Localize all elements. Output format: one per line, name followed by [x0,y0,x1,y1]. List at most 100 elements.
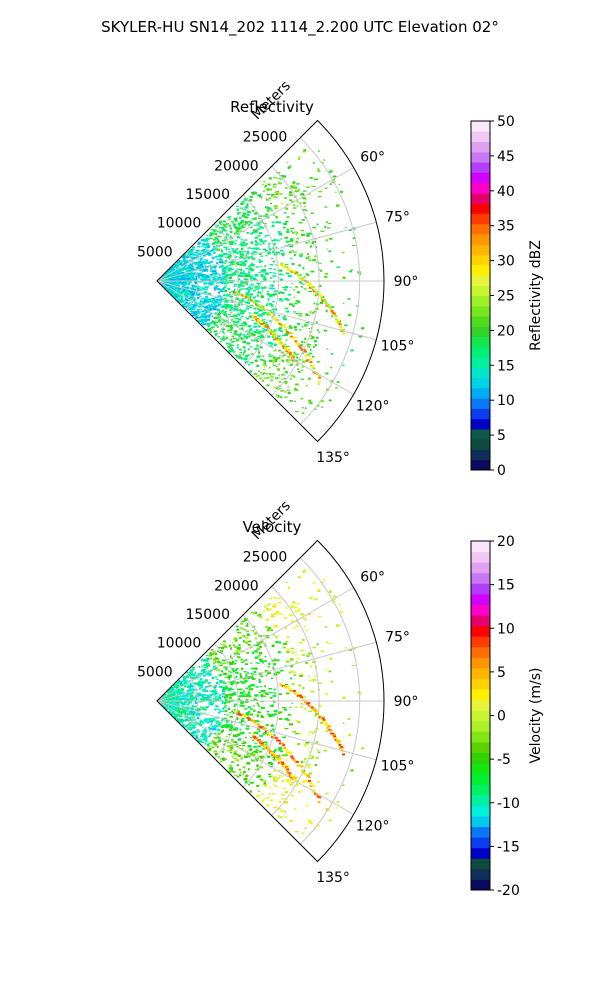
radar-gate [195,683,197,685]
radar-gate [293,674,296,676]
radar-gate [216,728,221,731]
radar-gate [205,266,209,268]
radar-gate [197,708,201,711]
radar-streak-gate [237,293,241,296]
radar-gate [233,708,236,711]
radar-gate [227,287,231,290]
colorbar-segment [471,357,490,368]
radar-gate [232,741,236,743]
radar-gate [195,266,200,269]
radar-gate [247,644,251,646]
radar-gate [236,236,239,239]
radar-gate [231,250,235,253]
radar-gate [202,738,206,740]
radar-gate [214,708,217,711]
radar-gate [245,337,249,340]
radar-gate [167,689,170,692]
radar-gate [246,693,250,696]
radar-gate [232,321,236,323]
radar-gate [296,620,299,623]
radar-gate [286,389,291,391]
radar-gate [211,717,215,720]
radar-gate [278,328,281,332]
radar-gate [284,382,288,385]
radar-gate [202,254,206,257]
radar-gate [270,342,274,345]
radar-gate [190,689,194,692]
radar-gate [215,279,220,282]
radar-gate [196,314,198,316]
radar-gate [199,278,203,280]
radar-gate [214,236,217,239]
radar-gate [269,355,274,357]
radar-gate [231,344,234,346]
radar-gate [258,750,263,753]
radar-gate [229,694,234,697]
radar-gate [308,352,312,355]
radar-gate [193,303,198,305]
radar-gate [230,263,234,266]
radar-gate [323,159,325,162]
radar-gate [309,177,313,179]
radar-streak-gate [243,295,247,298]
radar-gate [269,697,273,699]
radar-gate [235,339,238,342]
radar-gate [287,166,290,169]
radar-gate [209,284,213,286]
radar-gate [229,235,232,238]
radar-gate [253,251,257,254]
radar-gate [246,275,250,278]
radar-gate [236,251,239,255]
radar-gate [185,267,189,270]
radar-gate [231,318,234,320]
radar-gate [272,183,277,186]
radar-gate [243,351,246,353]
radar-gate [288,165,292,168]
radar-gate [172,687,175,690]
radar-gate [173,276,176,279]
radar-gate [294,353,299,356]
radar-gate [254,237,258,239]
radar-gate [247,291,251,293]
radar-gate [244,297,248,299]
radar-gate [182,303,185,306]
radar-streak-gate [304,354,308,357]
radar-gate [232,301,234,303]
radar-gate [242,212,247,215]
radar-gate [231,264,235,266]
radar-gate [285,332,290,334]
radar-gate [339,190,344,194]
radar-gate [324,225,327,229]
radar-gate [209,270,214,273]
radar-gate [269,202,273,204]
radar-gate [208,300,212,303]
radar-gate [215,302,220,304]
radar-gate [301,234,306,236]
radar-gate [305,661,308,664]
radar-streak-gate [266,312,270,315]
radar-gate [241,220,245,222]
radar-gate [273,807,277,809]
radar-gate [191,268,195,271]
radar-gate [179,272,184,275]
radar-gate [278,374,281,377]
radar-streak-gate [300,278,304,281]
radar-gate [238,637,242,639]
radar-gate [212,307,216,311]
radar-gate [294,400,296,403]
radar-gate [219,220,223,223]
radar-gate [202,319,205,322]
radar-gate [276,386,279,388]
radar-gate [235,269,238,272]
radar-gate [244,721,246,723]
radar-gate [218,227,222,229]
radar-gate [229,242,233,246]
radar-gate [267,666,270,668]
radar-gate [287,586,290,589]
radar-gate [236,346,239,349]
radar-gate [317,590,321,592]
radar-gate [184,703,187,706]
colorbar-tick-label: 10 [497,393,515,409]
radar-streak-gate [260,305,264,308]
radar-gate [197,716,200,720]
